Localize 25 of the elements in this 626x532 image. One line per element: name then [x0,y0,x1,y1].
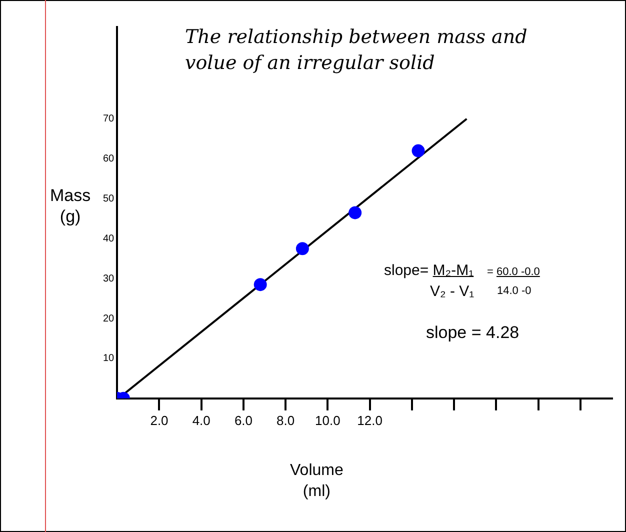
y-tick-label: 10 [103,353,115,364]
x-tick-label: 12.0 [357,412,382,428]
annotation: = 60.0 -0.0 [487,266,540,278]
x-axis-title: Volume (ml) [290,461,344,502]
y-tick-label: 50 [103,193,115,204]
annotation: 14.0 -0 [497,285,532,297]
y-tick-label: 70 [103,114,115,125]
annotation: slope = 4.28 [426,323,520,343]
point [296,242,309,256]
x-tick-label: 10.0 [315,412,340,428]
text: The relationship between mass and volue of an irregular solid [185,25,528,76]
annotation: slope= M₂-M₁ [384,262,474,279]
point [412,144,425,158]
y-tick-label: 60 [103,154,115,165]
point [254,278,267,292]
point [348,206,362,220]
x-tick-label: 8.0 [276,412,295,428]
annotation: V₂ - V₁ [430,283,474,300]
x-tick-label: 6.0 [234,412,253,428]
y-tick-label: 20 [103,313,115,324]
y-tick-label: 30 [103,273,115,284]
x-tick-label: 2.0 [150,412,168,428]
y-axis-title: Mass (g) [50,185,91,227]
y-tick-label: 40 [103,233,115,244]
x-tick-label: 4.0 [192,412,210,428]
